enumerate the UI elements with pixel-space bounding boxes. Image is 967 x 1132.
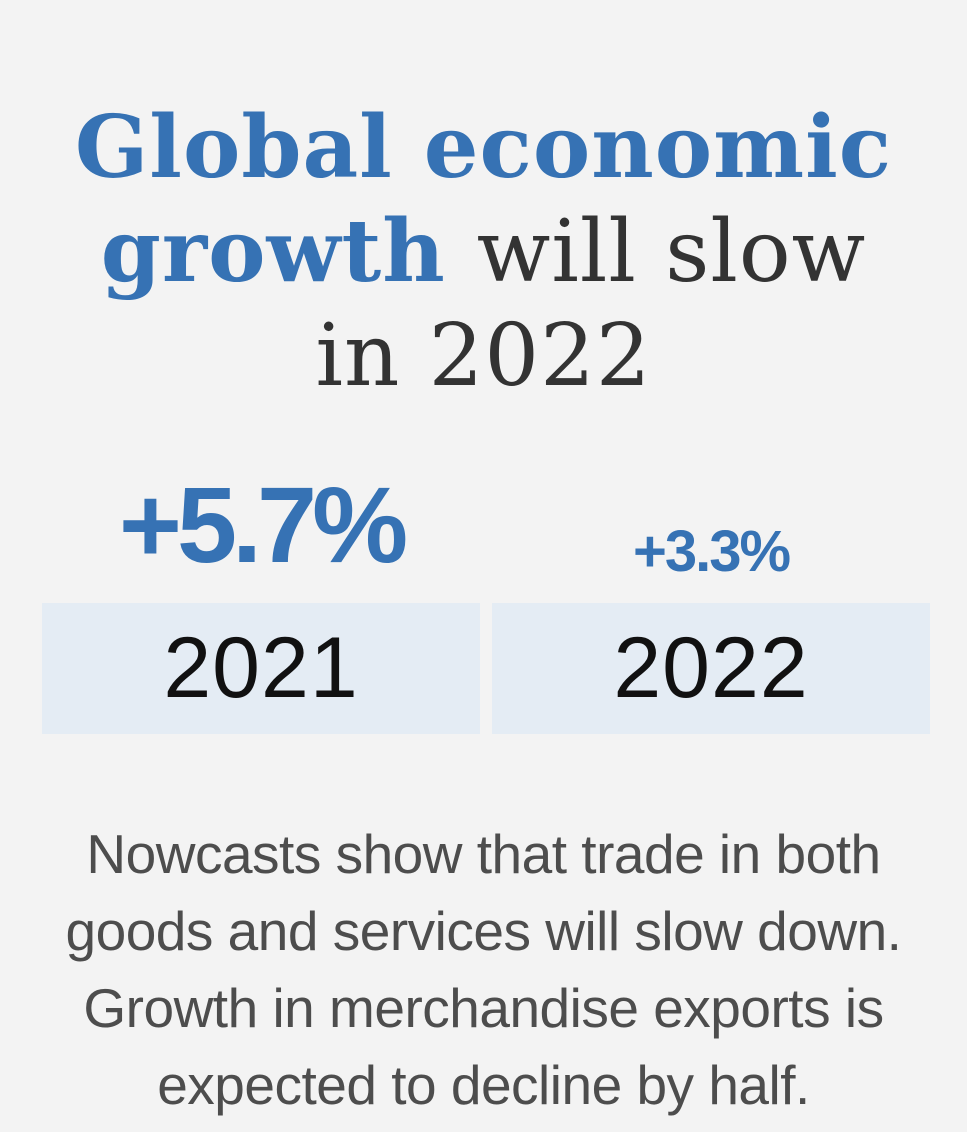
growth-value-2022: +3.3% bbox=[632, 519, 791, 584]
year-label-2022: 2022 bbox=[492, 603, 930, 734]
description-line-3: Growth in merchandise exports is bbox=[83, 977, 884, 1039]
year-2022-text: 2022 bbox=[613, 620, 809, 716]
year-label-2021: 2021 bbox=[42, 603, 480, 734]
description-line-4: expected to decline by half. bbox=[157, 1054, 810, 1116]
description-line-2: goods and services will slow down. bbox=[65, 900, 902, 962]
description-text: Nowcasts show that trade in both goods a… bbox=[20, 816, 947, 1124]
description-line-1: Nowcasts show that trade in both bbox=[86, 823, 881, 885]
headline: Global economic growth will slow in 2022 bbox=[0, 96, 967, 408]
growth-value-2021: +5.7% bbox=[118, 464, 408, 585]
headline-rest: will slow bbox=[476, 202, 867, 302]
headline-year: in 2022 bbox=[315, 306, 652, 406]
year-2021-text: 2021 bbox=[163, 620, 359, 716]
headline-highlight: Global economic growth bbox=[74, 97, 893, 302]
